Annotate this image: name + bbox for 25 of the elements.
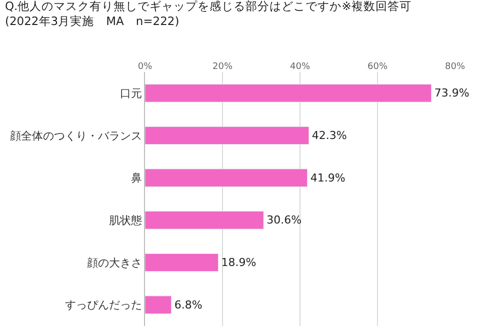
- data-label: 41.9%: [310, 171, 346, 184]
- bar: [145, 84, 432, 102]
- y-tick-label: 顔の大きさ: [86, 256, 142, 270]
- bar: [145, 126, 310, 145]
- y-tick-label: 顔全体のつくり・バランス: [10, 129, 142, 142]
- bar: [145, 296, 172, 314]
- bar: [145, 168, 308, 187]
- x-tick-label: 80%: [444, 62, 466, 72]
- y-tick-label: 肌状態: [108, 214, 142, 228]
- x-tick-label: 0%: [138, 62, 153, 72]
- y-tick-label: 口元: [120, 87, 142, 100]
- x-tick-label: 20%: [212, 62, 233, 72]
- chart-title: Q.他人のマスク有り無しでギャップを感じる部分はどこですか※複数回答可: [5, 0, 412, 14]
- data-label: 73.9%: [434, 86, 470, 100]
- x-tick-label: 60%: [367, 62, 388, 72]
- bar: [145, 253, 218, 272]
- y-tick-label: すっぴんだった: [64, 298, 142, 312]
- y-tick-label: 鼻: [130, 172, 142, 185]
- data-label: 6.8%: [174, 298, 202, 312]
- data-label: 30.6%: [266, 214, 302, 227]
- data-label: 18.9%: [221, 256, 256, 269]
- chart-subtitle: (2022年3月実施 MA n=222): [5, 14, 180, 28]
- bar: [145, 211, 264, 230]
- data-label: 42.3%: [312, 129, 347, 142]
- x-tick-label: 40%: [290, 62, 310, 72]
